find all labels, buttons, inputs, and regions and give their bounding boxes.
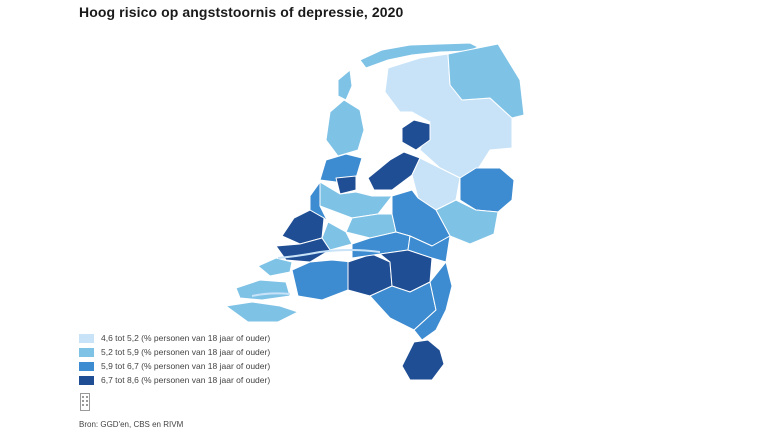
legend-swatch bbox=[79, 361, 94, 371]
legend-label: 4,6 tot 5,2 (% personen van 18 jaar of o… bbox=[101, 333, 271, 343]
region-flevoland[interactable] bbox=[367, 151, 421, 191]
legend-item: 5,2 tot 5,9 (% personen van 18 jaar of o… bbox=[79, 345, 270, 359]
source-note: Bron: GGD'en, CBS en RIVM bbox=[79, 420, 184, 429]
region-zeeland-south[interactable] bbox=[225, 301, 299, 323]
region-west-brabant[interactable] bbox=[291, 259, 353, 301]
legend-item: 4,6 tot 5,2 (% personen van 18 jaar of o… bbox=[79, 331, 270, 345]
region-noordoostpolder[interactable] bbox=[401, 119, 431, 151]
legend-swatch bbox=[79, 347, 94, 357]
legend-swatch bbox=[79, 375, 94, 385]
region-noord-holland-north[interactable] bbox=[325, 99, 365, 157]
region-achterhoek[interactable] bbox=[435, 199, 499, 245]
legend-label: 6,7 tot 8,6 (% personen van 18 jaar of o… bbox=[101, 375, 271, 385]
legend-label: 5,9 tot 6,7 (% personen van 18 jaar of o… bbox=[101, 361, 271, 371]
legend-item: 6,7 tot 8,6 (% personen van 18 jaar of o… bbox=[79, 373, 270, 387]
region-groningen-east[interactable] bbox=[447, 43, 525, 119]
region-twente[interactable] bbox=[459, 167, 515, 213]
region-zeeland-north[interactable] bbox=[257, 257, 293, 277]
region-texel[interactable] bbox=[337, 69, 353, 101]
region-north[interactable] bbox=[384, 53, 513, 179]
region-zuid-limburg[interactable] bbox=[401, 339, 445, 381]
legend-swatch bbox=[79, 333, 94, 343]
region-limburg-noord[interactable] bbox=[413, 261, 453, 341]
document-icon bbox=[80, 393, 90, 411]
region-amsterdam[interactable] bbox=[335, 175, 357, 195]
map-title: Hoog risico op angststoornis of depressi… bbox=[79, 4, 404, 20]
map-legend: 4,6 tot 5,2 (% personen van 18 jaar of o… bbox=[79, 331, 270, 387]
legend-label: 5,2 tot 5,9 (% personen van 18 jaar of o… bbox=[101, 347, 271, 357]
region-zeeland-middle[interactable] bbox=[235, 279, 291, 301]
legend-item: 5,9 tot 6,7 (% personen van 18 jaar of o… bbox=[79, 359, 270, 373]
